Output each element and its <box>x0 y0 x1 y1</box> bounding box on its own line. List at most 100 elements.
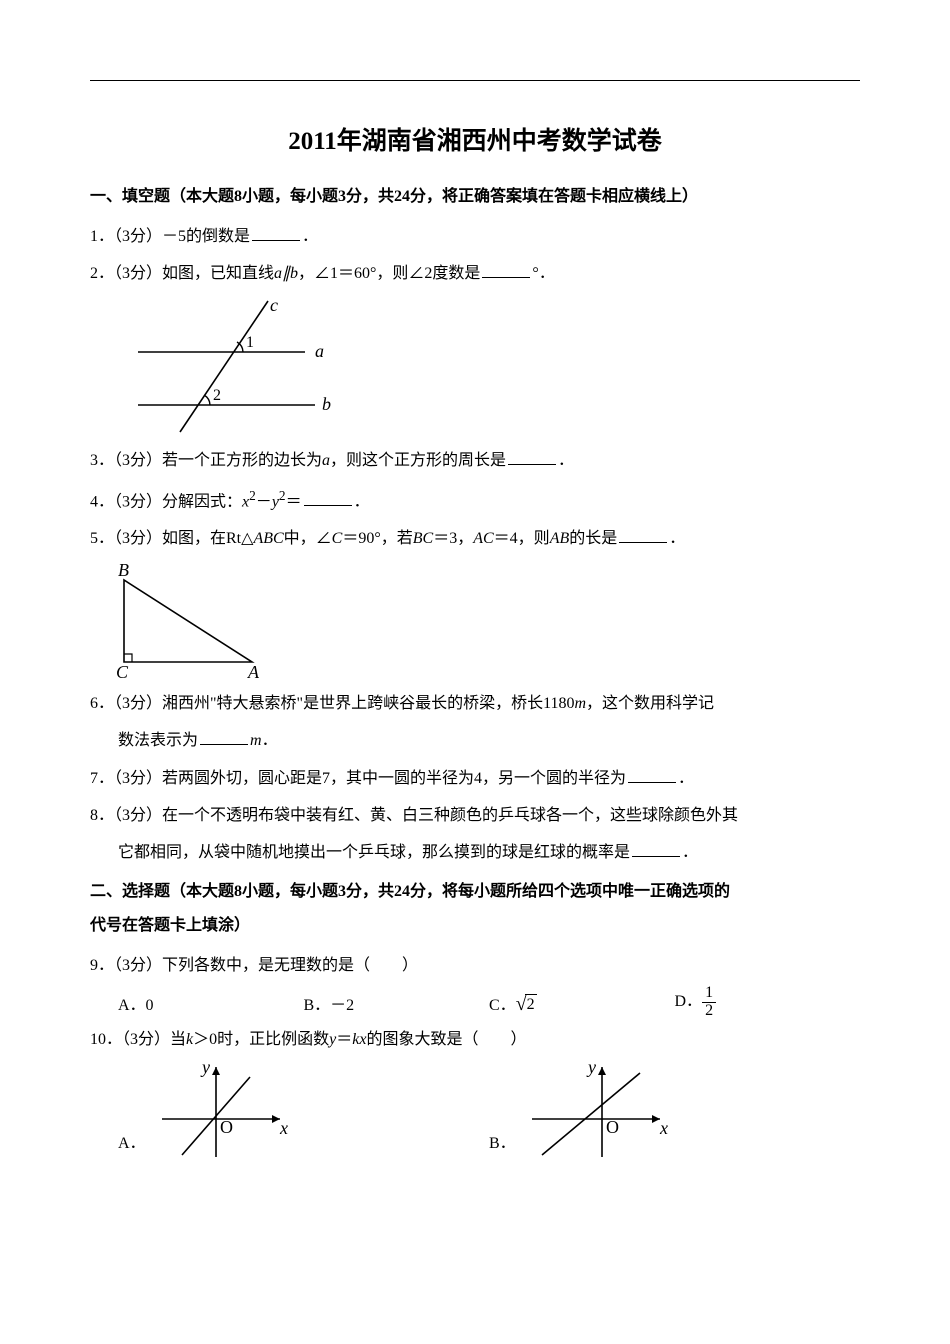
q9-sqrt-arg: 2 <box>525 994 537 1014</box>
q2-label-b: b <box>322 394 331 414</box>
q7-suffix: ． <box>678 770 694 787</box>
q8-l2s: ． <box>682 844 698 861</box>
q10A-O: O <box>220 1117 233 1137</box>
q6-l1b: ，这个数用科学记 <box>586 695 714 712</box>
q5-suffix: ． <box>669 530 685 547</box>
q5-m3: ＝3， <box>433 530 473 547</box>
section-2-heading-l2: 代号在答题卡上填涂） <box>90 910 860 942</box>
q2-label-2: 2 <box>213 387 221 404</box>
q10-figA-svg: x y O <box>152 1059 292 1159</box>
q3-a: a <box>322 452 330 469</box>
q7-prefix: 7．（3分）若两圆外切，圆心距是7，其中一圆的半径为4，另一个圆的半径为 <box>90 770 626 787</box>
q10A-x: x <box>279 1118 288 1138</box>
sqrt-icon: √2 <box>516 994 537 1014</box>
q10-kx: kx <box>352 1031 366 1048</box>
q4-prefix: 4．（3分）分解因式： <box>90 493 242 510</box>
q4-sup2: 2 <box>279 488 286 503</box>
q5-blank <box>619 525 667 543</box>
question-6-line1: 6．（3分）湘西州"特大悬索桥"是世界上跨峡谷最长的桥梁，桥长1180m，这个数… <box>90 686 860 721</box>
q10-prefix: 10．（3分）当 <box>90 1031 186 1048</box>
q9-option-D: D．12 <box>675 985 861 1020</box>
question-8-line2: 它都相同，从袋中随机地摸出一个乒乓球，那么摸到的球是红球的概率是 ． <box>90 835 860 870</box>
q4-blank <box>304 488 352 506</box>
q9-option-A: A．0 <box>118 991 304 1015</box>
q3-suffix: ． <box>558 452 574 469</box>
top-rule <box>90 80 860 81</box>
q5-m4: ＝4，则 <box>494 530 550 547</box>
q5-label-C: C <box>116 662 129 680</box>
q5-label-B: B <box>118 562 129 580</box>
q1-suffix: ． <box>302 228 318 245</box>
page-title: 2011年湖南省湘西州中考数学试卷 <box>90 121 860 157</box>
q5-prefix: 5．（3分）如图，在Rt△ <box>90 530 253 547</box>
q10B-x: x <box>659 1118 668 1138</box>
q9-frac-num: 1 <box>702 985 716 1002</box>
q2-mid: ，∠1＝60°，则∠2度数是 <box>298 265 480 282</box>
q10-option-figures: A． x y O B． x <box>90 1059 860 1159</box>
q10-A-label: A． <box>118 1129 146 1159</box>
q4-sup1: 2 <box>249 488 256 503</box>
q2-figure: 1 2 a b c <box>120 297 860 437</box>
q4-eq: ＝ <box>286 493 302 510</box>
q6-l2p: 数法表示为 <box>118 732 198 749</box>
q3-blank <box>508 448 556 466</box>
q7-blank <box>628 765 676 783</box>
q1-prefix: 1．（3分）－5的倒数是 <box>90 228 250 245</box>
q5-m5: 的长是 <box>569 530 617 547</box>
q9-frac-den: 2 <box>702 1002 716 1020</box>
question-8-line1: 8．（3分）在一个不透明布袋中装有红、黄、白三种颜色的乒乓球各一个，这些球除颜色… <box>90 798 860 833</box>
q5-AC: AC <box>473 530 493 547</box>
q10-eq: ＝ <box>336 1031 352 1048</box>
q2-label-a: a <box>315 341 324 361</box>
q10-B-label: B． <box>489 1129 516 1159</box>
q9-options: A．0 B．－2 C．√2 D．12 <box>90 985 860 1020</box>
q9-C-pre: C． <box>489 997 516 1014</box>
q3-prefix: 3．（3分）若一个正方形的边长为 <box>90 452 322 469</box>
q10-m1: ＞0时，正比例函数 <box>193 1031 329 1048</box>
section-1-heading: 一、填空题（本大题8小题，每小题3分，共24分，将正确答案填在答题卡相应横线上） <box>90 181 860 213</box>
q9-option-C: C．√2 <box>489 991 675 1015</box>
question-7: 7．（3分）若两圆外切，圆心距是7，其中一圆的半径为4，另一个圆的半径为 ． <box>90 761 860 796</box>
question-5: 5．（3分）如图，在Rt△ABC中，∠C＝90°，若BC＝3，AC＝4，则AB的… <box>90 521 860 556</box>
q5-label-A: A <box>247 662 260 680</box>
q4-y: y <box>272 493 279 510</box>
q2-prefix: 2．（3分）如图，已知直线 <box>90 265 274 282</box>
q3-mid: ，则这个正方形的周长是 <box>330 452 506 469</box>
q10B-O: O <box>606 1117 619 1137</box>
question-4: 4．（3分）分解因式：x2－y2＝． <box>90 481 860 520</box>
q5-AB: AB <box>550 530 570 547</box>
q5-abc: ABC <box>253 530 283 547</box>
q4-minus: － <box>256 493 272 510</box>
question-2: 2．（3分）如图，已知直线a∥b，∠1＝60°，则∠2度数是 °． <box>90 256 860 291</box>
q9-option-B: B．－2 <box>304 991 490 1015</box>
q2-svg: 1 2 a b c <box>120 297 338 437</box>
q8-blank <box>632 839 680 857</box>
q5-m1: 中，∠ <box>284 530 332 547</box>
q6-blank <box>200 728 248 746</box>
q2-label-1: 1 <box>246 334 254 351</box>
q5-C: C <box>332 530 343 547</box>
question-1: 1．（3分）－5的倒数是 ． <box>90 219 860 254</box>
q6-m2: m <box>250 732 262 749</box>
question-6-line2: 数法表示为m． <box>90 723 860 758</box>
q2-label-c: c <box>270 297 278 315</box>
q5-BC: BC <box>413 530 433 547</box>
q2-blank <box>482 260 530 278</box>
exam-page: 2011年湖南省湘西州中考数学试卷 一、填空题（本大题8小题，每小题3分，共24… <box>0 0 950 1199</box>
q5-svg: B C A <box>102 562 272 680</box>
q5-figure: B C A <box>102 562 860 680</box>
q10A-y: y <box>200 1059 210 1077</box>
q8-l2p: 它都相同，从袋中随机地摸出一个乒乓球，那么摸到的球是红球的概率是 <box>118 844 630 861</box>
q10B-y: y <box>586 1059 596 1077</box>
question-10: 10．（3分）当k＞0时，正比例函数y＝kx的图象大致是（ ） <box>90 1022 860 1057</box>
q10-m2: 的图象大致是（ ） <box>366 1031 526 1048</box>
q10-figB-svg: x y O <box>522 1059 672 1159</box>
section-2-heading-l1: 二、选择题（本大题8小题，每小题3分，共24分，将每小题所给四个选项中唯一正确选… <box>90 876 860 908</box>
q6-m1: m <box>574 695 586 712</box>
q2-ab: a∥b <box>274 265 298 282</box>
q9-D-pre: D． <box>675 993 703 1010</box>
q1-blank <box>252 223 300 241</box>
question-9: 9．（3分）下列各数中，是无理数的是（ ） <box>90 948 860 983</box>
q10-option-B: B． x y O <box>489 1059 860 1159</box>
q2-suffix: °． <box>532 265 554 282</box>
